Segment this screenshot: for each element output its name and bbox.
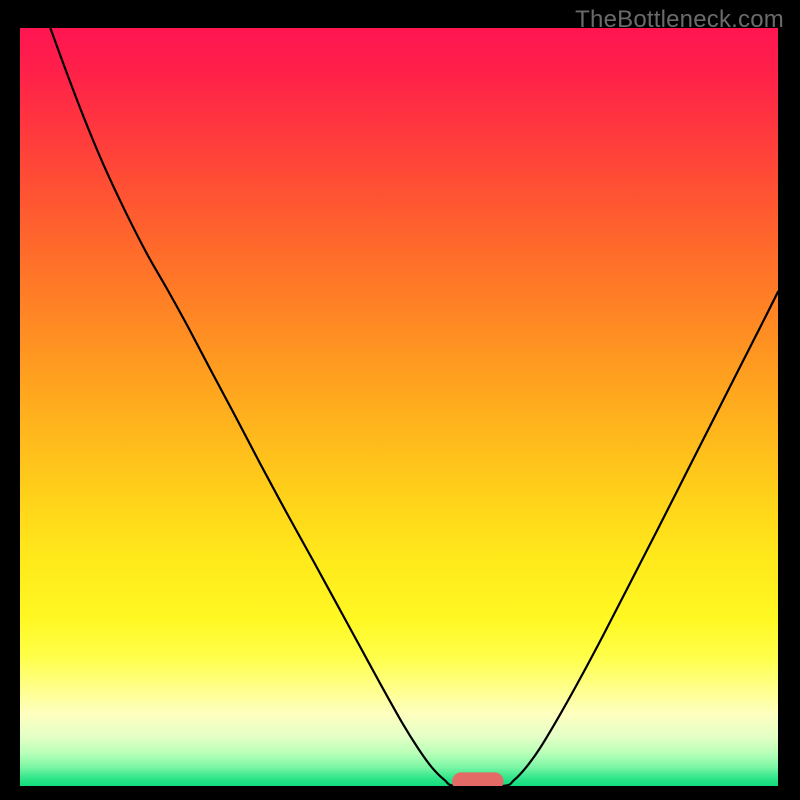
gradient-background [20, 28, 778, 786]
optimal-marker [452, 772, 504, 786]
plot-area [20, 28, 778, 786]
plot-svg [20, 28, 778, 786]
chart-frame: TheBottleneck.com [0, 0, 800, 800]
